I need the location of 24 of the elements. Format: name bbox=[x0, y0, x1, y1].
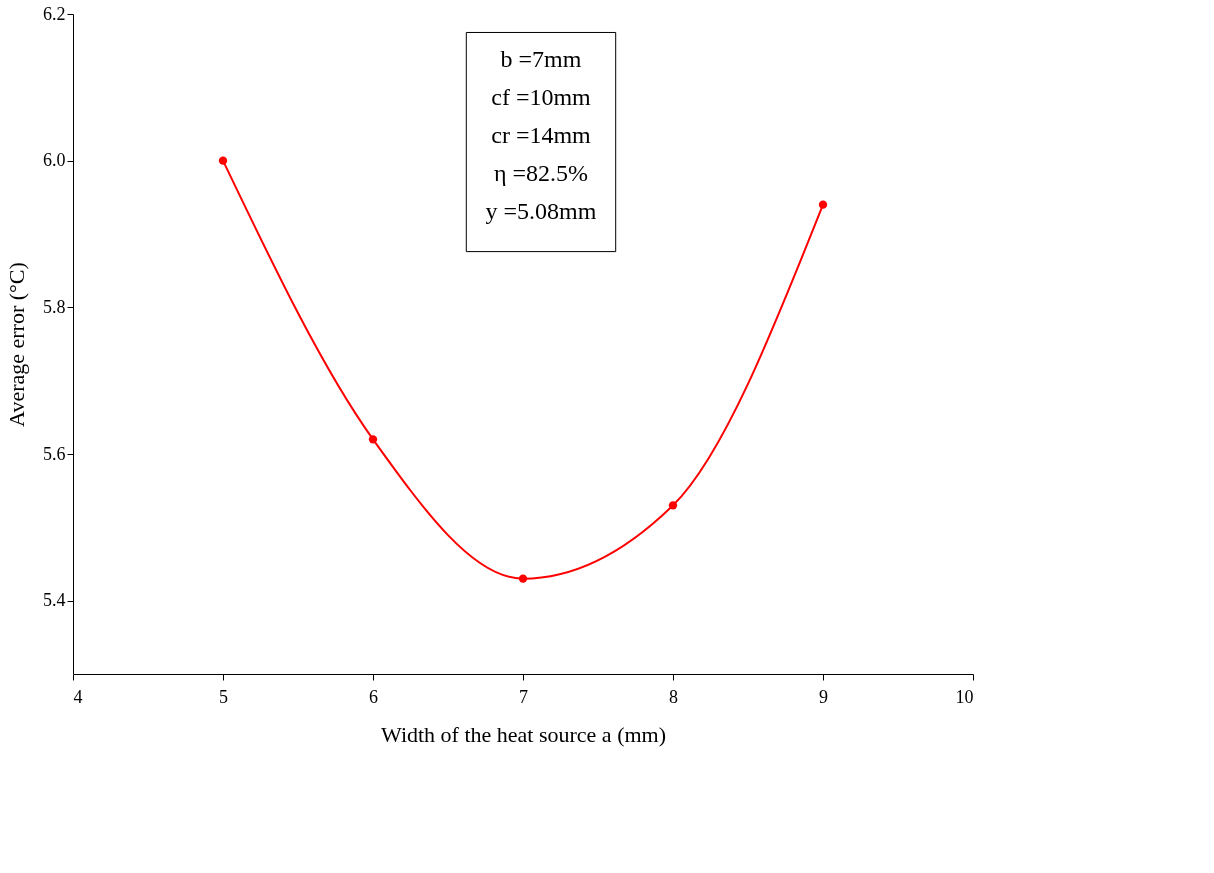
y-tick-label: 5.4 bbox=[43, 590, 66, 611]
annotation: η =82.5% bbox=[493, 160, 589, 187]
y-tick-label: 5.8 bbox=[43, 296, 66, 317]
point bbox=[818, 200, 828, 209]
y-axis-title: Average error (°C) bbox=[4, 262, 29, 427]
annotation: cf =10mm bbox=[491, 84, 592, 111]
annotation: b =7mm bbox=[500, 46, 582, 73]
x-tick-label: 10 bbox=[955, 686, 974, 707]
point bbox=[518, 574, 528, 583]
x-tick-label: 4 bbox=[73, 686, 83, 707]
annotation: y =5.08mm bbox=[485, 198, 597, 224]
x-tick-label: 7 bbox=[519, 686, 528, 707]
annotation: cr =14mm bbox=[491, 122, 592, 149]
point bbox=[668, 501, 678, 510]
x-axis-title: Width of the heat source a (mm) bbox=[380, 721, 667, 747]
point bbox=[368, 435, 378, 444]
x-tick-label: 8 bbox=[669, 686, 678, 707]
y-tick-label: 6.0 bbox=[43, 150, 66, 171]
y-tick-label: 6.2 bbox=[43, 3, 66, 24]
x-tick-label: 6 bbox=[369, 686, 378, 707]
x-tick-label: 5 bbox=[219, 686, 228, 707]
y-tick-label: 5.6 bbox=[43, 443, 66, 464]
x-tick-label: 9 bbox=[819, 686, 828, 707]
point bbox=[218, 156, 228, 165]
